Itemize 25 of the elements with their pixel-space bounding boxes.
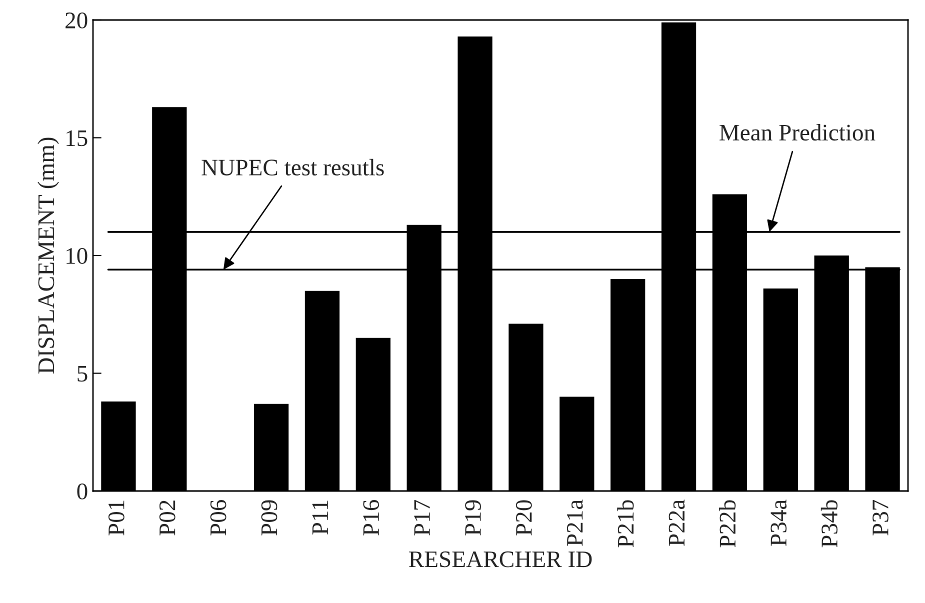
x-tick-label: P37: [872, 500, 888, 536]
x-tick-label: P21b: [617, 500, 634, 548]
x-tick-label: P17: [414, 500, 430, 536]
x-axis-title: RESEARCHER ID: [409, 551, 592, 568]
ref-line-label: Mean Prediction: [720, 124, 876, 141]
x-tick-label: P11: [312, 500, 328, 535]
y-tick-label: 20: [66, 12, 88, 28]
x-tick-label: P06: [210, 500, 226, 536]
x-tick-label: P01: [108, 500, 124, 536]
x-tick-label: P21a: [566, 500, 583, 546]
x-tick-label: P34b: [820, 500, 838, 548]
x-tick-label: P19: [465, 500, 481, 536]
x-tick-label: P22b: [719, 500, 736, 548]
x-tick-label: P16: [363, 500, 380, 536]
x-tick-label: P20: [516, 500, 532, 536]
x-tick-label: P02: [159, 500, 176, 536]
x-tick-label: P34a: [770, 500, 787, 546]
y-axis-title: DISPLACEMENT (mm): [38, 138, 59, 374]
x-tick-label: P09: [261, 500, 278, 536]
ref-line-label: NUPEC test resutls: [202, 158, 384, 176]
y-tick-label: 0: [77, 483, 88, 500]
y-tick-label: 10: [66, 248, 88, 264]
x-tick-label: P22a: [668, 500, 685, 546]
y-tick-label: 5: [78, 366, 88, 382]
y-tick-label: 15: [66, 130, 88, 146]
